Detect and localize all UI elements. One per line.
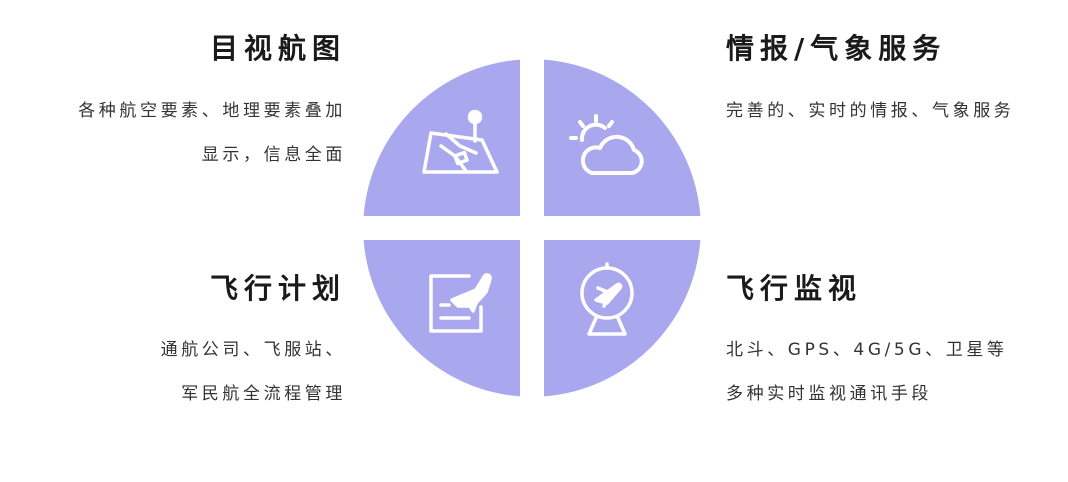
- quadrant-title: 飞行计划: [209, 272, 346, 305]
- quadrant-description: 各种航空要素、地理要素叠加 显示，信息全面: [78, 89, 346, 177]
- quadrant-info-bottom-left: 飞行计划 通航公司、飞服站、 军民航全流程管理: [161, 272, 346, 416]
- description-line: 北斗、GPS、4G/5G、卫星等: [726, 340, 1008, 360]
- description-line: 各种航空要素、地理要素叠加: [78, 101, 346, 121]
- map-pin-icon: [422, 109, 499, 174]
- radar-plane-icon: [580, 262, 634, 336]
- sun-cloud-icon: [569, 114, 644, 175]
- quadrant-title: 飞行监视: [726, 272, 863, 305]
- quadrant-top-left: [363, 59, 520, 216]
- description-line: 显示，信息全面: [201, 145, 346, 165]
- quadrant-description: 北斗、GPS、4G/5G、卫星等 多种实时监视通讯手段: [726, 328, 1008, 416]
- description-line: 多种实时监视通讯手段: [726, 384, 932, 404]
- description-line: 军民航全流程管理: [181, 384, 346, 404]
- quadrant-bottom-right: [544, 240, 701, 397]
- quadrant-title: 情报/气象服务: [726, 32, 947, 65]
- quadrant-title: 目视航图: [209, 32, 346, 65]
- description-line: 完善的、实时的情报、气象服务: [726, 101, 1015, 121]
- quadrant-description: 完善的、实时的情报、气象服务: [726, 89, 1014, 133]
- quadrant-info-bottom-right: 飞行监视 北斗、GPS、4G/5G、卫星等 多种实时监视通讯手段: [726, 272, 1008, 416]
- quadrant-description: 通航公司、飞服站、 军民航全流程管理: [161, 328, 346, 416]
- flight-plan-icon: [429, 273, 492, 333]
- description-line: 通航公司、飞服站、: [160, 340, 346, 360]
- quadrant-info-top-right: 情报/气象服务 完善的、实时的情报、气象服务: [726, 32, 1014, 133]
- quadrant-info-top-left: 目视航图 各种航空要素、地理要素叠加 显示，信息全面: [78, 32, 346, 177]
